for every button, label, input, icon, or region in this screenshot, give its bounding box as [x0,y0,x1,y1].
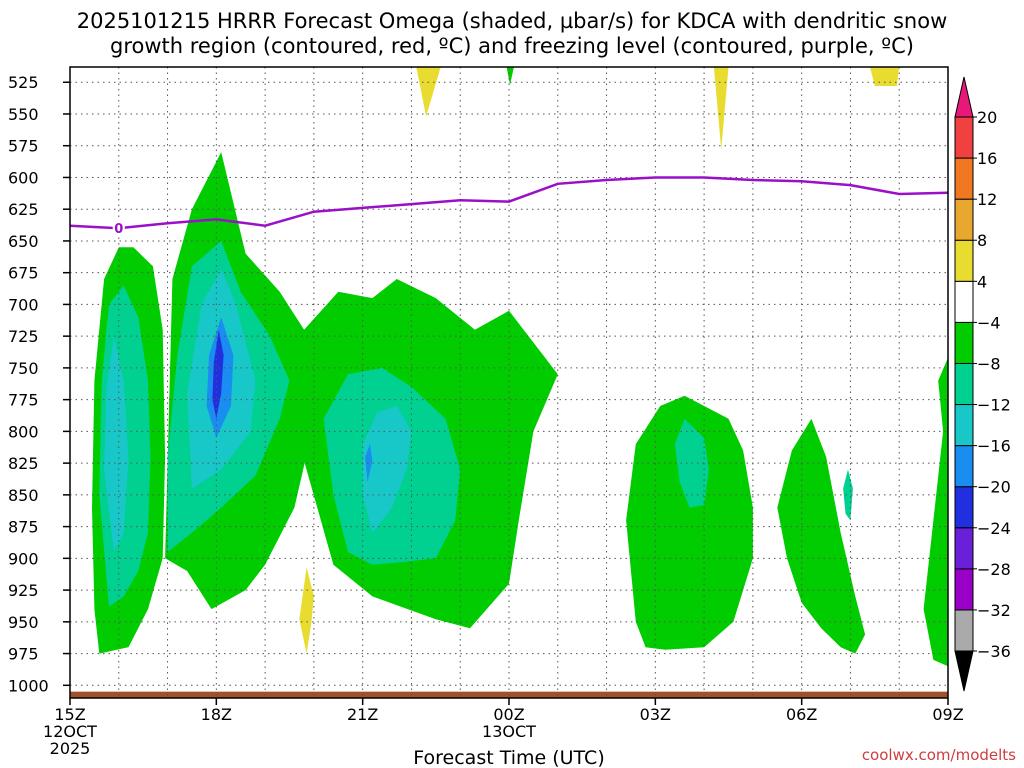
omega-region-yellow-band-2 [713,67,729,150]
x-tick-date-label: 13OCT [482,722,536,741]
colorbar-label: −36 [977,642,1011,661]
chart-title-line-2: growth region (contoured, red, ºC) and f… [110,34,914,58]
omega-region-yellow-band-4 [299,567,314,654]
credit-text: coolwx.com/modelts [862,746,1016,764]
colorbar-swatch [954,486,974,529]
colorbar-swatch-highest [954,76,974,118]
omega-region-green-spike-top [506,67,514,85]
colorbar-label: −12 [977,396,1011,415]
freezing-level-label-bg [112,220,125,236]
colorbar-swatch-lowest [954,650,974,692]
x-tick-year-label: 2025 [50,739,91,758]
colorbar-swatch [954,527,974,570]
colorbar-swatch [954,280,974,323]
colorbar-label: 20 [977,108,997,127]
x-tick-label: 03Z [640,705,671,724]
colorbar-swatch [954,116,974,159]
colorbar-swatch [954,239,974,282]
colorbar: −36 −32 −28 −24 −20 −16 −12 −8 −4 4 8 12 16 20 [954,76,1011,692]
colorbar-label: −8 [977,354,1001,373]
x-tick-label: 18Z [201,705,232,724]
colorbar-label: −16 [977,437,1011,456]
colorbar-label: −28 [977,560,1011,579]
y-tick-label: 925 [8,581,39,600]
y-tick-label: 675 [8,264,39,283]
colorbar-swatch [954,157,974,200]
y-tick-label: 575 [8,137,39,156]
colorbar-label: −24 [977,519,1011,538]
colorbar-swatch [954,609,974,652]
y-tick-label: 950 [8,613,39,632]
x-axis-label: Forecast Time (UTC) [413,747,604,768]
x-tick-date-label: 12OCT [43,722,97,741]
colorbar-swatch [954,198,974,241]
omega-region-green-band-5 [777,418,866,654]
y-tick-label: 525 [8,73,39,92]
y-tick-label: 850 [8,486,39,505]
colorbar-label: 4 [977,272,987,291]
y-tick-label: 975 [8,645,39,664]
omega-region-green-band-6 [923,357,948,667]
y-tick-label: 700 [8,295,39,314]
colorbar-label: 16 [977,149,997,168]
x-tick-label: 09Z [932,705,963,724]
colorbar-swatch [954,445,974,488]
colorbar-label: 12 [977,190,997,209]
omega-region-cyan-band-3 [362,406,412,533]
colorbar-label: 8 [977,231,987,250]
y-tick-label: 750 [8,359,39,378]
chart-title-line-1: 2025101215 HRRR Forecast Omega (shaded, … [77,9,948,33]
x-tick-label: 06Z [786,705,817,724]
y-tick-label: 900 [8,549,39,568]
y-tick-label: 875 [8,518,39,537]
omega-region-cyan-band-1 [104,336,129,552]
freezing-level-label: 0 [114,222,123,237]
y-tick-label: 800 [8,422,39,441]
omega-region-darkblue-band-1 [212,329,224,419]
omega-region-green-band-4 [626,395,753,650]
colorbar-swatch [954,321,974,364]
y-tick-label: 625 [8,200,39,219]
colorbar-label: −4 [977,313,1001,332]
y-tick-label: 825 [8,454,39,473]
colorbar-swatch [954,362,974,406]
colorbar-swatch [954,568,974,611]
x-tick-label: 00Z [493,705,524,724]
omega-region-yellow-band-1 [416,67,441,117]
y-tick-label: 550 [8,105,39,124]
y-tick-label: 650 [8,232,39,251]
axes: 525 550 575 600 625 650 675 700 725 750 775 800 825 8… [8,73,964,758]
x-tick-label: 15Z [54,705,85,724]
y-tick-label: 600 [8,168,39,187]
y-tick-label: 725 [8,327,39,346]
omega-region-yellow-band-3 [870,67,900,86]
colorbar-label: −20 [977,478,1011,497]
colorbar-swatch [954,404,974,447]
x-tick-label: 21Z [347,705,378,724]
freezing-level-layer: 0 [69,176,949,237]
colorbar-label: −32 [977,601,1011,620]
gridlines [70,67,948,698]
y-tick-label: 1000 [8,676,49,695]
y-tick-label: 775 [8,391,39,410]
omega-region-blue-band-2 [365,444,373,483]
freezing-level-line [69,176,949,230]
